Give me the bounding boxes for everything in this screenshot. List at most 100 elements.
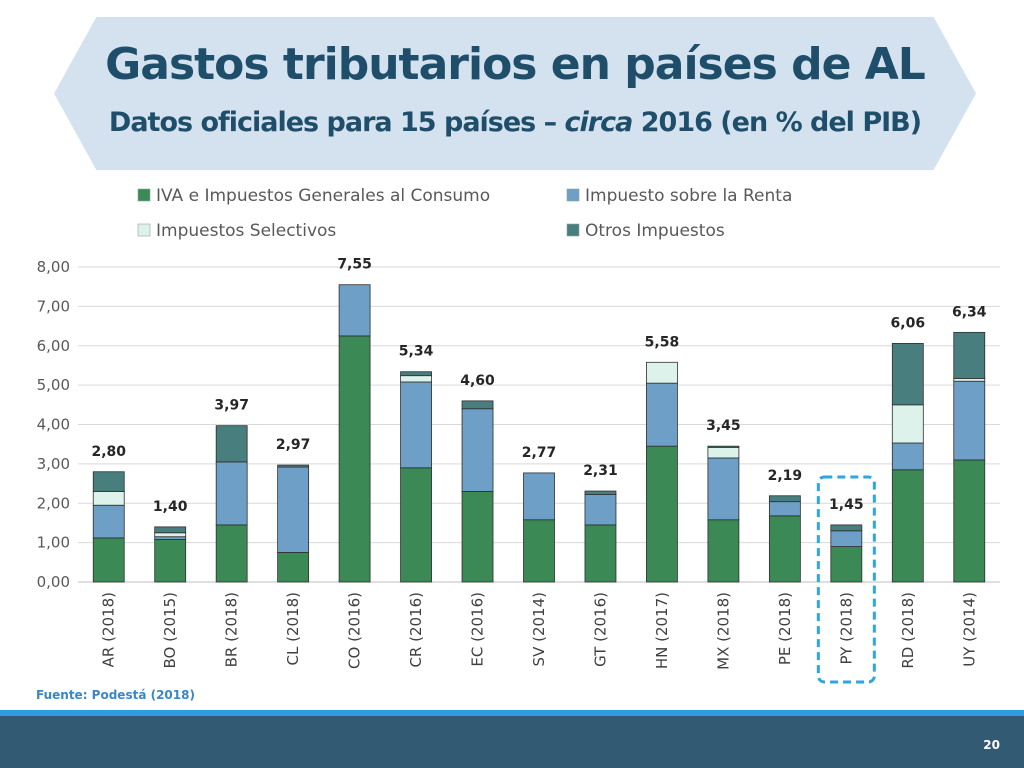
x-tick-label: UY (2014) bbox=[960, 592, 978, 667]
legend-swatch bbox=[137, 188, 151, 202]
bar-segment bbox=[830, 546, 863, 583]
x-tick-label: EC (2016) bbox=[469, 592, 487, 667]
bar-segment bbox=[215, 461, 248, 526]
bar-total-label: 5,34 bbox=[399, 344, 434, 360]
bar-total-label: 6,06 bbox=[891, 315, 926, 331]
legend-label: Otros Impuestos bbox=[585, 221, 725, 241]
stacked-bar-chart: IVA e Impuestos Generales al Consumo Impu… bbox=[37, 186, 1000, 684]
bar-total-label: 3,45 bbox=[706, 418, 741, 434]
page-title: Gastos tributarios en países de AL bbox=[105, 39, 926, 90]
x-tick-label: CR (2016) bbox=[407, 592, 425, 668]
y-tick-label: 8,00 bbox=[37, 258, 70, 276]
chart-legend: IVA e Impuestos Generales al Consumo Impu… bbox=[137, 186, 792, 241]
x-tick-label: PE (2018) bbox=[776, 592, 794, 665]
bar-segment bbox=[953, 378, 986, 382]
y-tick-label: 2,00 bbox=[37, 494, 70, 512]
bar-segment bbox=[154, 532, 187, 538]
x-tick-label: GT (2016) bbox=[591, 592, 609, 667]
bar-segment bbox=[92, 491, 125, 506]
source-note: Fuente: Podestá (2018) bbox=[36, 688, 195, 702]
x-tick-label: PY (2018) bbox=[837, 592, 855, 665]
bar-segment bbox=[953, 380, 986, 461]
chart-bars bbox=[92, 284, 986, 583]
highlight-frame bbox=[816, 475, 876, 684]
bar-segment bbox=[891, 342, 924, 406]
x-tick-label: SV (2014) bbox=[530, 592, 548, 666]
bar-segment bbox=[400, 371, 432, 377]
x-tick-label: AR (2018) bbox=[100, 592, 118, 667]
bar-segment bbox=[277, 464, 310, 468]
highlight-box bbox=[816, 475, 876, 684]
bar-segment bbox=[277, 552, 310, 583]
bar-segment bbox=[584, 490, 617, 495]
bar-segment bbox=[646, 361, 678, 384]
bar-segment bbox=[92, 504, 125, 539]
bar-segment bbox=[891, 442, 924, 471]
page-subtitle: Datos oficiales para 15 países – circa 2… bbox=[54, 107, 976, 138]
x-tick-label: MX (2018) bbox=[714, 592, 732, 670]
bar-segment bbox=[400, 375, 432, 383]
bar-segment bbox=[707, 457, 740, 521]
x-tick-label: BR (2018) bbox=[223, 592, 241, 667]
legend-swatch bbox=[137, 223, 151, 237]
bar-segment bbox=[400, 467, 432, 583]
bar-segment bbox=[584, 494, 617, 526]
bar-segment bbox=[830, 524, 863, 532]
legend-label: IVA e Impuestos Generales al Consumo bbox=[156, 186, 490, 206]
bar-segment bbox=[215, 425, 248, 463]
bar-segment bbox=[523, 472, 555, 521]
bar-total-label: 2,77 bbox=[522, 445, 557, 461]
y-tick-label: 0,00 bbox=[37, 573, 70, 591]
y-tick-label: 6,00 bbox=[37, 337, 70, 355]
subtitle-text-end: 2016 (en % del PIB) bbox=[632, 107, 922, 138]
title-banner: Gastos tributarios en países de AL Datos… bbox=[54, 17, 976, 170]
y-tick-label: 7,00 bbox=[37, 297, 70, 315]
page-number: 20 bbox=[983, 738, 1000, 752]
bar-total-label: 4,60 bbox=[460, 373, 495, 389]
bar-segment bbox=[92, 537, 125, 583]
y-axis-ticks: 0,00 1,00 2,00 3,00 4,00 5,00 6,00 7,00 8,00 bbox=[37, 258, 70, 591]
x-tick-label: BO (2015) bbox=[161, 592, 179, 668]
bar-segment bbox=[707, 445, 740, 448]
bar-segment bbox=[461, 408, 494, 492]
bar-total-label: 1,40 bbox=[153, 499, 188, 515]
footer-bar bbox=[0, 716, 1024, 768]
bar-total-label: 2,19 bbox=[768, 468, 803, 484]
legend-label: Impuesto sobre la Renta bbox=[585, 186, 792, 206]
bar-segment bbox=[523, 519, 555, 583]
bar-segment bbox=[768, 515, 801, 583]
bar-segment bbox=[461, 400, 494, 410]
bar-segment bbox=[92, 471, 125, 492]
x-tick-label: RD (2018) bbox=[899, 592, 917, 669]
bar-segment bbox=[891, 404, 924, 444]
y-tick-label: 5,00 bbox=[37, 376, 70, 394]
bar-segment bbox=[215, 524, 248, 583]
subtitle-emphasis: circa bbox=[564, 107, 634, 138]
bar-segment bbox=[953, 331, 986, 379]
bar-segment bbox=[154, 539, 187, 583]
x-tick-label: CL (2018) bbox=[284, 592, 302, 665]
bar-segment bbox=[646, 445, 678, 583]
bar-total-label: 7,55 bbox=[337, 257, 372, 273]
bar-total-label: 2,31 bbox=[583, 463, 618, 479]
bar-total-label: 1,45 bbox=[829, 497, 864, 513]
bar-total-label: 5,58 bbox=[645, 334, 680, 350]
bar-segment bbox=[707, 446, 740, 459]
footer-accent-line bbox=[0, 710, 1024, 716]
bar-segment bbox=[461, 491, 494, 583]
bar-segment bbox=[646, 382, 678, 447]
bar-segment bbox=[953, 459, 986, 583]
bar-segment bbox=[338, 284, 371, 337]
legend-swatch bbox=[566, 188, 580, 202]
bar-segment bbox=[768, 501, 801, 517]
subtitle-text: Datos oficiales para 15 países – bbox=[108, 107, 565, 138]
bar-total-label: 2,97 bbox=[276, 437, 311, 453]
bar-total-labels: 2,80 1,40 3,97 2,97 7,55 5,34 4,60 2,77 2,31 5,58… bbox=[91, 257, 986, 515]
bar-segment bbox=[891, 469, 924, 583]
x-axis-ticks: AR (2018) BO (2015) BR (2018) CL (2018) CO (… bbox=[100, 592, 979, 670]
y-tick-label: 4,00 bbox=[37, 416, 70, 434]
bar-total-label: 2,80 bbox=[91, 444, 126, 460]
bar-segment bbox=[707, 519, 740, 583]
bar-segment bbox=[768, 495, 801, 503]
bar-segment bbox=[400, 381, 432, 469]
